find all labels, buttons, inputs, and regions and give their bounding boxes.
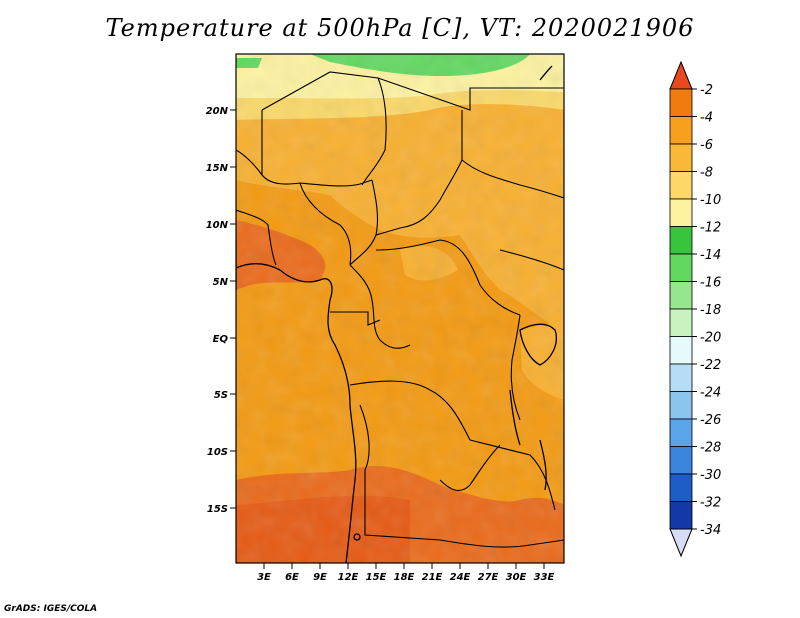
border-south-sudan [499,249,564,271]
colorbar-cell [669,308,693,337]
colorbar-label: -8 [700,166,713,181]
colorbar-cell [669,198,693,227]
border-libya [377,77,564,111]
lat-tick-label: 20N [206,106,229,117]
border-guinea-coast-west [236,209,277,266]
border-botswana [439,539,564,548]
border-sudan-ethiopia [461,159,564,199]
border-mozambique [469,439,556,511]
lake-malawi [539,439,547,491]
border-drc-east [510,314,521,421]
colorbar-cell [669,501,693,530]
atlantic-coastline [236,263,357,563]
colorbar-cells [669,88,693,530]
map-frame [235,53,565,564]
lat-tick-label: EQ [213,334,229,345]
colorbar-label: -18 [700,303,721,318]
colorbar-label: -16 [700,276,721,291]
lon-tick-label: 33E [534,572,555,583]
colorbar-cell [669,336,693,365]
map-title: Temperature at 500hPa [C], VT: 202002190… [105,14,695,42]
colorbar-label: -34 [700,523,721,538]
lat-tick-label: 10S [207,447,228,458]
colorbar-cell [669,418,693,447]
colorbar-cell [669,281,693,310]
colorbar-cell [669,473,693,502]
lon-tick-label: 12E [338,572,359,583]
grads-credit: GrADS: IGES/COLA [4,604,98,614]
colorbar-labels: -2 -4 -6 -8 -10 -12 -14 -16 -18 -20 -22 -24 -26 -28 -3… [692,83,721,538]
border-chad-sudan [375,110,463,236]
colorbar-bottom-arrow [669,528,693,558]
field-texture [236,54,564,563]
colorbar-label: -32 [700,496,721,511]
colorbar-cell [669,116,693,145]
coastlines [236,65,557,563]
lat-tick-label: 10N [206,220,229,231]
lon-tick-label: 21E [422,572,443,583]
lat-tick-label: 5N [213,277,229,288]
border-chad-cameroon [349,179,379,266]
lake-tanganyika [509,389,521,446]
colorbar-cell [669,253,693,282]
country-borders [236,71,564,548]
colorbar-label: -26 [700,413,721,428]
lon-tick-label: 27E [478,572,499,583]
border-sahel-west [236,149,373,187]
lon-tick-label: 6E [285,572,299,583]
temperature-field [236,54,564,563]
colorbar-cell [669,88,693,117]
colorbar-label: -20 [700,331,721,346]
nile-delta [539,65,553,81]
colorbar-cell [669,171,693,200]
colorbar-label: -6 [700,138,713,153]
longitude-axis: 3E 6E 9E 12E 15E 18E 21E 24E 27E 30E 33E [257,563,555,583]
colorbar-label: -30 [700,468,721,483]
lon-tick-label: 24E [450,572,471,583]
lon-tick-label: 9E [313,572,327,583]
lon-tick-label: 18E [394,572,415,583]
lat-tick-label: 5S [214,390,228,401]
colorbar: -2 -4 -6 -8 -10 -12 -14 -16 -18 -20 -22 -24 -26 -28 -3… [669,60,721,558]
colorbar-cell [669,446,693,475]
border-drc-angola [349,380,471,441]
border-nigeria [299,182,352,266]
latitude-axis: 20N 15N 10N 5N EQ 5S 10S 15S [206,106,236,515]
border-gabon [330,311,381,326]
island-marker [353,533,361,541]
colorbar-label: -2 [700,83,713,98]
lon-tick-label: 3E [257,572,271,583]
colorbar-label: -14 [700,248,721,263]
lat-tick-label: 15N [206,163,229,174]
colorbar-label: -10 [700,193,721,208]
colorbar-label: -12 [700,221,721,236]
border-zambia [439,444,501,491]
lat-tick-label: 15S [207,504,228,515]
colorbar-cell [669,363,693,392]
colorbar-label: -24 [700,386,721,401]
lake-victoria [519,323,557,366]
colorbar-label: -22 [700,358,721,373]
colorbar-cell [669,226,693,255]
colorbar-top-arrow [669,60,693,90]
border-algeria-niger [261,71,387,186]
lon-tick-label: 30E [506,572,527,583]
colorbar-label: -28 [700,441,721,456]
lon-tick-label: 15E [366,572,387,583]
colorbar-cell [669,143,693,172]
border-car-south [375,239,521,316]
colorbar-cell [669,391,693,420]
border-angola [359,404,441,541]
colorbar-label: -4 [700,111,713,126]
